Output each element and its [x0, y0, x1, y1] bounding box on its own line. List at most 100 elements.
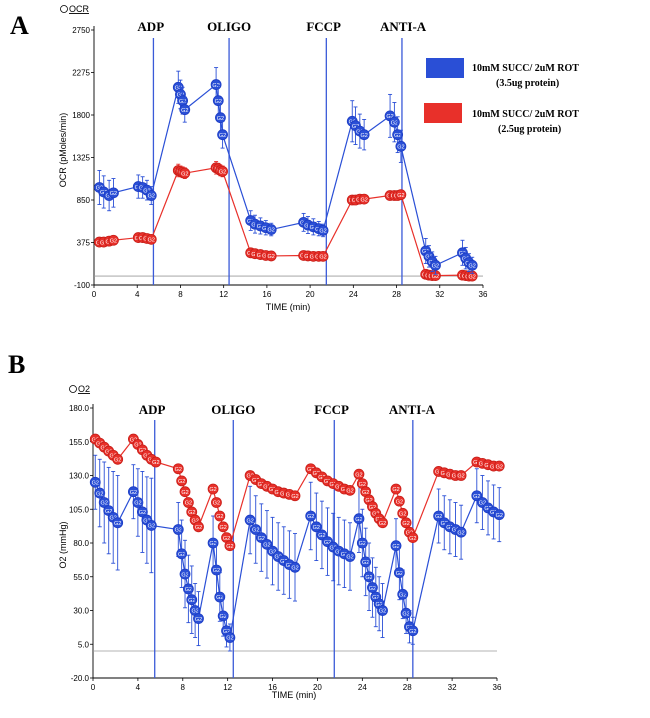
panel-b-data-point-label: G2	[92, 480, 99, 486]
panel-b-data-point-label: G2	[392, 544, 399, 550]
legend-blue-line1: 10mM SUCC/ 2uM ROT	[472, 63, 579, 74]
panel-b-data-point-label: G2	[252, 478, 259, 484]
panel-b-data-point-label: G2	[365, 575, 372, 581]
panel-a-data-point-label: G2	[391, 120, 398, 126]
legend-red-line1: 10mM SUCC/ 2uM ROT	[472, 109, 579, 120]
panel-a-plot: -100 375 850 1325 1800 2275 2750 0 4 8 12 16 20 24 28 3…	[72, 19, 488, 299]
panel-b-y-axis-title: O2 (mmHg)	[58, 521, 68, 568]
panel-a-data-point-blue	[265, 224, 277, 235]
panel-a-event-label: ANTI-A	[380, 19, 427, 34]
panel-a-data-point-red	[145, 233, 157, 245]
panel-b-data-point-label: G2	[375, 602, 382, 608]
panel-a-data-point-label: G2	[219, 133, 226, 139]
panel-a-letter: A	[10, 11, 29, 40]
panel-b-data-point-red	[289, 490, 301, 502]
panel-b-data-point-label: G2	[479, 462, 486, 468]
panel-b-data-point-label: G2	[178, 552, 185, 558]
panel-b-data-point-label: G2	[441, 471, 448, 477]
panel-b-data-point-blue	[145, 520, 157, 531]
panel-b-data-point-label: G2	[369, 586, 376, 592]
panel-b-data-point-label: G2	[220, 525, 227, 531]
panel-a-data-point-blue	[430, 259, 441, 271]
panel-b-x-tick-label: 12	[223, 683, 232, 692]
panel-a-y-tick-label: 375	[77, 239, 91, 248]
panel-b-data-point-label: G2	[181, 572, 188, 578]
panel-b-data-point-label: G2	[490, 464, 497, 470]
panel-b-data-point-label: G2	[213, 501, 220, 507]
panel-a-data-point-blue	[392, 129, 404, 141]
panel-b-data-point-blue	[289, 561, 301, 573]
panel-b-data-point-blue	[353, 513, 365, 525]
panel-b-x-tick-label: 36	[493, 683, 502, 692]
panel-b-data-point-label: G2	[178, 479, 185, 485]
legend-blue-line2: (3.5ug protein)	[496, 78, 559, 89]
panel-b-data-point-label: G2	[329, 482, 336, 488]
panel-a-data-point-label: G2	[262, 254, 269, 260]
panel-b-data-point-label: G2	[213, 568, 220, 574]
panel-b-data-point-label: G2	[402, 521, 409, 527]
panel-a-data-point-blue	[179, 104, 191, 116]
panel-a-data-point-label: G2	[469, 264, 476, 270]
panel-b-data-point-label: G2	[185, 501, 192, 507]
panel-b-data-point-label: G2	[263, 485, 270, 491]
panel-a-data-point-red	[217, 165, 228, 177]
panel-a-event-label: ADP	[137, 19, 164, 34]
panel-b-data-point-label: G2	[130, 490, 137, 496]
panel-b-data-point-blue	[176, 548, 188, 560]
panel-b-data-point-blue	[112, 517, 124, 529]
panel-b-data-point-red	[393, 495, 405, 507]
panel-b-data-point-label: G2	[341, 487, 348, 493]
panel-a-data-point-label: G2	[304, 223, 311, 229]
panel-b-data-point-red	[455, 470, 467, 481]
panel-a-x-tick-label: 12	[219, 290, 228, 299]
panel-b-data-point-red	[407, 532, 419, 543]
panel-a-data-point-label: G2	[215, 99, 222, 105]
panel-b-data-point-red	[377, 517, 388, 529]
panel-b-data-point-red	[179, 486, 191, 498]
panel-b-data-point-label: G2	[101, 501, 108, 507]
panel-b-data-point-label: G2	[139, 448, 146, 454]
panel-b-data-point-label: G2	[435, 514, 442, 520]
panel-b-x-tick-label: 24	[358, 683, 367, 692]
panel-b-data-point-label: G2	[365, 498, 372, 504]
panel-a-data-point-red	[317, 250, 329, 262]
panel-b-data-point-label: G2	[252, 528, 259, 534]
panel-a-event-label: OLIGO	[207, 19, 251, 34]
panel-b-y-tick-label: 30.0	[73, 607, 89, 616]
panel-b-data-point-blue	[377, 605, 388, 616]
panel-b-data-point-label: G2	[263, 543, 270, 549]
panel-a-series-red: G2G2G2G2G2G2G2G2G2G2G2G2G2G2G2G2G2G2G2G2…	[94, 161, 478, 282]
panel-b-x-tick-label: 4	[136, 683, 141, 692]
panel-a-x-tick-label: 8	[178, 290, 183, 299]
panel-b-data-point-label: G2	[392, 487, 399, 493]
panel-a-data-point-label: G2	[179, 99, 186, 105]
panel-a-group-label: OCR	[69, 4, 90, 14]
panel-b-data-point-blue	[310, 521, 322, 533]
panel-a-data-point-label: G2	[360, 133, 367, 139]
panel-b-data-point-label: G2	[359, 482, 366, 488]
panel-a-data-point-label: G2	[397, 193, 404, 199]
panel-a-data-point-blue	[388, 116, 400, 128]
panel-b-data-point-red	[112, 453, 124, 465]
panel-b-data-point-label: G2	[134, 501, 141, 507]
panel-a-y-tick-label: 2275	[72, 69, 90, 78]
panel-b-data-point-blue	[217, 610, 229, 622]
panel-b-data-point-label: G2	[188, 598, 195, 604]
panel-b-data-point-blue	[172, 524, 184, 535]
panel-a-data-point-label: G2	[148, 238, 155, 244]
panel-a-data-point-red	[179, 167, 191, 179]
panel-b-data-point-label: G2	[490, 510, 497, 516]
panel-a-data-point-label: G2	[217, 116, 224, 122]
panel-b-data-point-blue	[127, 486, 139, 498]
panel-b-data-point-label: G2	[181, 490, 188, 496]
legend-swatch-blue	[426, 58, 464, 78]
panel-b-x-axis-title: TIME (min)	[272, 690, 317, 700]
panel-a-y-tick-label: 1325	[72, 154, 90, 163]
panel-a-data-point-blue	[217, 129, 228, 141]
panel-b-data-point-label: G2	[274, 490, 281, 496]
panel-a-y-tick-label: -100	[74, 281, 91, 290]
panel-b-x-tick-label: 32	[448, 683, 457, 692]
panel-a-x-tick-label: 28	[392, 290, 401, 299]
panel-b-data-point-label: G2	[269, 487, 276, 493]
panel-b-data-point-red	[390, 483, 402, 495]
